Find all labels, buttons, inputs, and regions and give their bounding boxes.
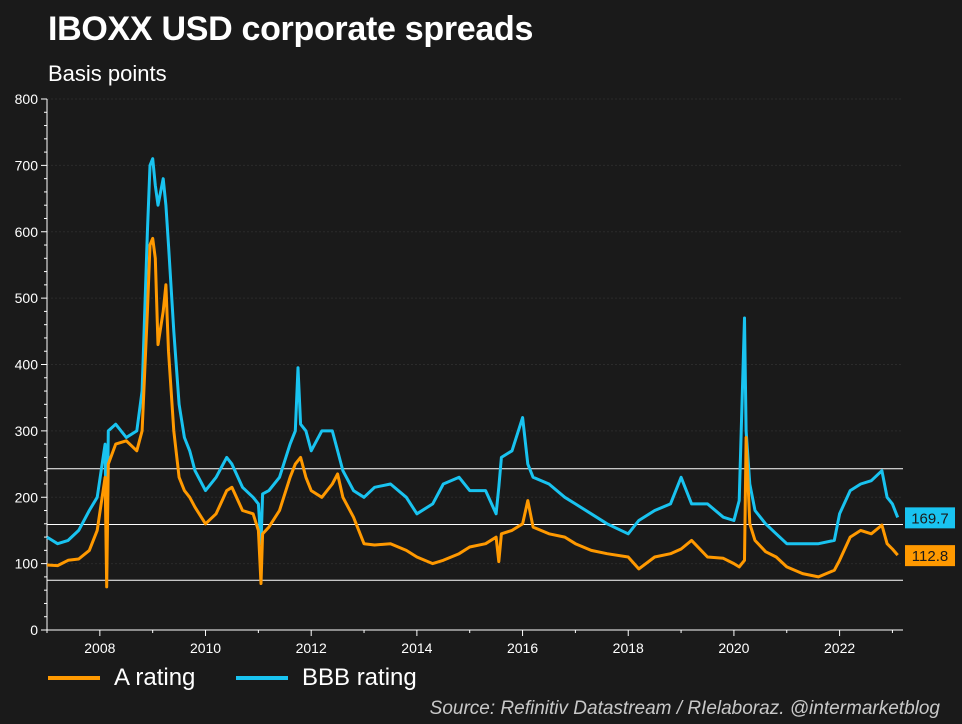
y-tick-label: 800 [15,91,39,107]
x-tick-label: 2012 [296,640,327,656]
y-tick-label: 400 [15,357,39,373]
x-tick-label: 2014 [401,640,432,656]
y-tick-label: 200 [15,489,39,505]
legend-label-a-rating: A rating [114,664,196,691]
chart-subtitle: Basis points [48,61,167,86]
x-tick-label: 2020 [718,640,749,656]
x-tick-label: 2018 [613,640,644,656]
y-tick-label: 0 [30,622,38,638]
last-value-label-bbb-rating: 169.7 [911,510,949,527]
x-tick-label: 2016 [507,640,538,656]
x-tick-label: 2010 [190,640,221,656]
legend-swatch-bbb-rating [236,676,288,680]
legend-item-a-rating: A rating [48,664,195,692]
series-line-a-rating [46,236,899,589]
x-tick-label: 2022 [824,640,855,656]
y-tick-label: 500 [15,290,39,306]
last-value-label-a-rating: 112.8 [912,548,948,565]
legend-label-bbb-rating: BBB rating [302,664,417,691]
chart-title: IBOXX USD corporate spreads [48,10,534,48]
y-tick-label: 700 [15,157,39,173]
last-value-box-bbb-rating [905,507,955,529]
last-value-box-a-rating [905,545,955,567]
y-tick-label: 300 [15,423,39,439]
legend-swatch-a-rating [48,676,100,680]
y-tick-label: 600 [15,224,39,240]
series-line-bbb-rating [46,157,900,569]
source-note: Source: Refinitiv Datastream / RIelabora… [429,698,940,719]
x-tick-label: 2008 [84,640,115,656]
legend-item-bbb-rating: BBB rating [236,664,417,692]
y-tick-label: 100 [15,556,39,572]
